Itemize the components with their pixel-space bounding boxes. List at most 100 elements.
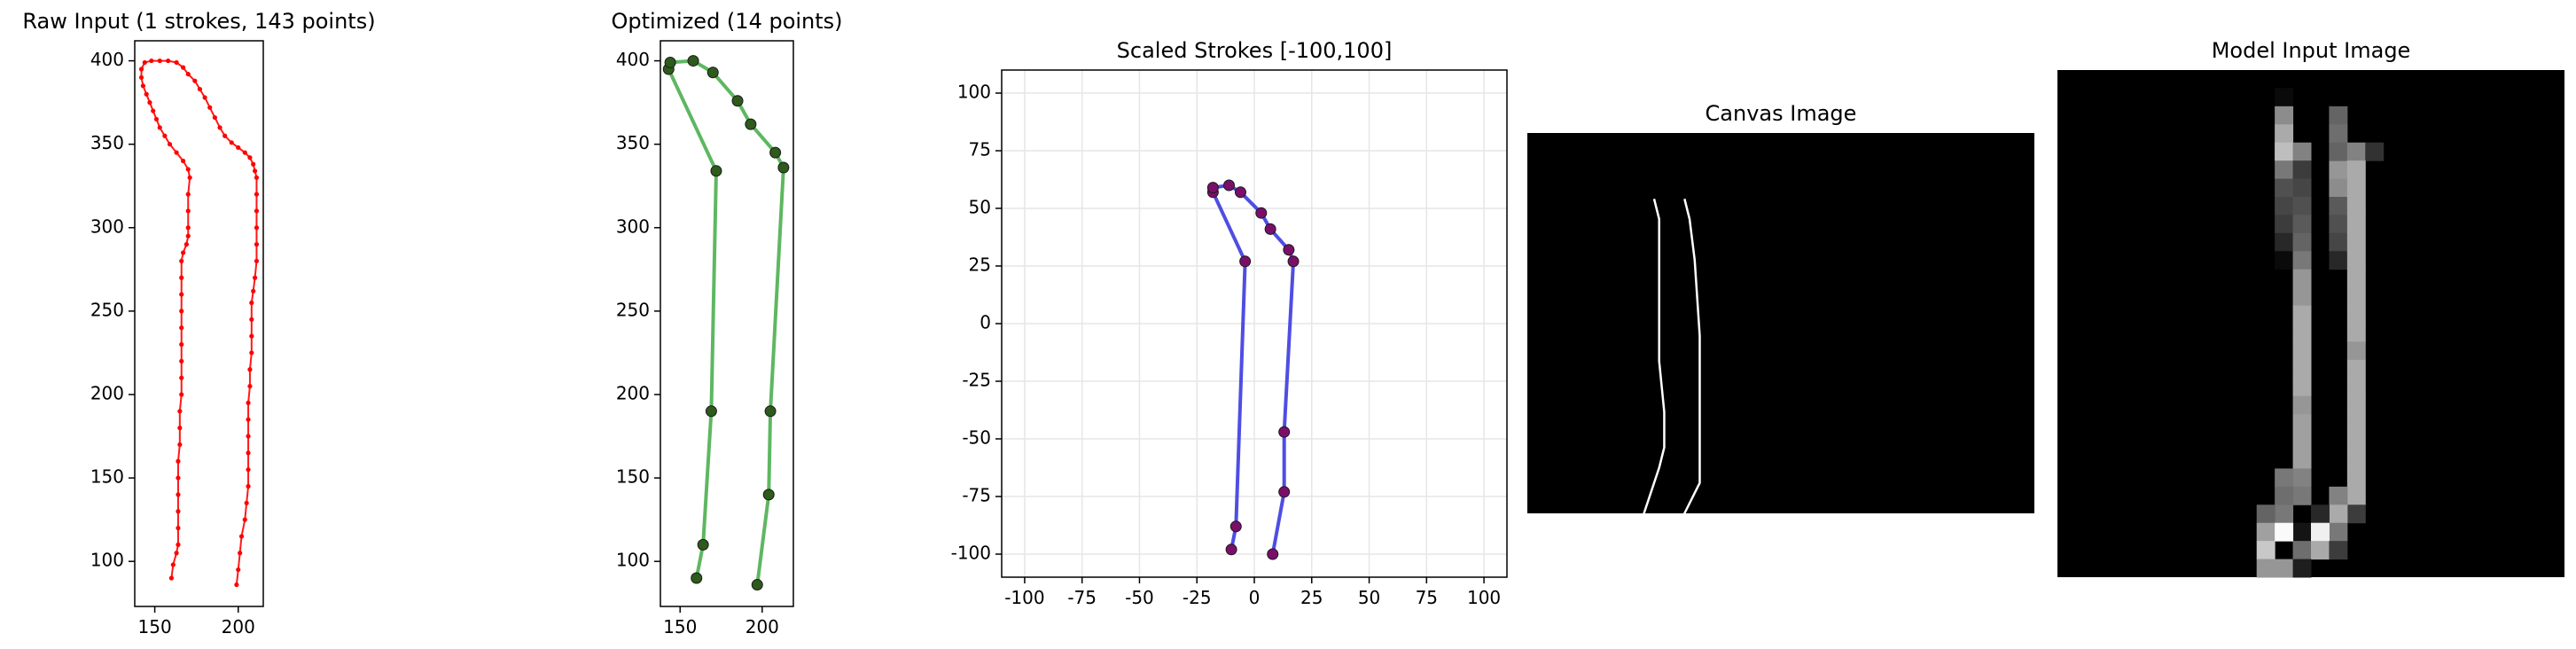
pixel-cell [2365, 142, 2385, 161]
data-point [222, 133, 228, 138]
pixel-cell [2275, 178, 2294, 198]
pixel-cell [2256, 559, 2275, 578]
pixel-cell [2346, 251, 2366, 270]
data-point [176, 458, 181, 464]
axes-frame [1001, 69, 1508, 578]
data-point [176, 492, 181, 497]
pixel-cell [2292, 160, 2312, 180]
data-point [745, 118, 757, 130]
y-tick-label: 100 [957, 82, 991, 103]
data-point [1234, 186, 1246, 199]
pixel-cell [2292, 305, 2312, 324]
data-point [249, 350, 254, 356]
pixel-cell [2346, 197, 2366, 215]
pixel-cell [2346, 432, 2366, 451]
data-point [254, 242, 260, 247]
axes-frame [660, 40, 794, 607]
pixel-cell [2346, 468, 2366, 488]
pixel-cell [2292, 432, 2312, 451]
pixel-cell [2292, 522, 2312, 542]
data-point [177, 426, 183, 431]
data-point [179, 292, 184, 297]
data-point [185, 208, 191, 214]
data-point [168, 575, 175, 581]
series-line [140, 59, 258, 585]
y-tick-label: 250 [616, 299, 650, 320]
data-point [246, 417, 251, 422]
data-point [149, 58, 154, 64]
data-point [254, 192, 260, 197]
data-point [197, 86, 203, 92]
pixel-cell [2311, 522, 2330, 542]
data-point [246, 434, 251, 439]
pixel-cell [2275, 251, 2294, 270]
data-point [249, 333, 254, 339]
data-point [697, 538, 709, 551]
canvas-stroke [1637, 199, 1701, 545]
optimized-panel: Optimized (14 points) 150 200 100 150 200 250 3… [611, 9, 842, 637]
data-point [176, 525, 181, 531]
chart-title: Scaled Strokes [-100,100] [1117, 38, 1393, 63]
data-point [1267, 548, 1279, 560]
data-point [706, 66, 719, 79]
data-point [185, 72, 191, 77]
image-background [1527, 133, 2034, 513]
x-tick-label: 150 [138, 616, 172, 637]
data-point [174, 59, 179, 66]
data-point [664, 56, 676, 68]
data-point [252, 275, 258, 280]
pixel-cell [2346, 215, 2366, 234]
pixel-cell [2329, 251, 2348, 270]
data-point [185, 167, 191, 172]
data-point [176, 509, 181, 514]
data-point [254, 208, 260, 214]
pixel-cell [2311, 504, 2330, 524]
pixel-cell [2292, 378, 2312, 397]
pixel-cell [2292, 414, 2312, 434]
data-point [176, 542, 181, 547]
data-point [247, 383, 253, 389]
y-tick-label: 100 [90, 550, 124, 571]
data-point [246, 483, 251, 489]
pixel-cell [2329, 232, 2348, 252]
data-point [179, 325, 184, 331]
data-point [1278, 486, 1291, 498]
data-point [217, 125, 222, 130]
data-point [183, 242, 189, 247]
data-point [1223, 179, 1235, 192]
pixel-cell [2292, 486, 2312, 505]
pixel-cell [2329, 178, 2348, 198]
y-tick-label: 75 [969, 139, 991, 160]
y-tick-label: 100 [616, 550, 650, 571]
x-tick-label: 100 [1467, 587, 1501, 608]
pixel-cell [2292, 197, 2312, 215]
x-tick-label: 25 [1300, 587, 1323, 608]
data-point [246, 450, 251, 456]
x-tick-label: 200 [222, 616, 255, 637]
pixel-cell [2292, 178, 2312, 198]
chart-title: Model Input Image [2212, 38, 2411, 63]
x-tick-label: 75 [1416, 587, 1438, 608]
data-point [249, 317, 254, 322]
data-point [177, 409, 183, 414]
data-point [1206, 182, 1219, 194]
data-point [238, 534, 245, 539]
y-tick-label: 150 [90, 466, 124, 488]
data-point [162, 133, 168, 138]
pixel-cell [2275, 232, 2294, 252]
model-input-image-panel: Model Input Image [2057, 38, 2564, 578]
x-tick-label: -25 [1183, 587, 1212, 608]
data-point [251, 161, 256, 167]
pixel-cell [2275, 522, 2294, 542]
data-point [249, 300, 254, 306]
data-point [157, 125, 162, 130]
data-point [229, 140, 234, 145]
x-tick-label: 200 [745, 616, 779, 637]
pixel-cell [2346, 232, 2366, 252]
data-point [236, 567, 241, 573]
pixel-cell [2275, 468, 2294, 488]
data-point [1283, 244, 1295, 256]
y-tick-label: 350 [616, 132, 650, 153]
pixel-cell [2275, 559, 2294, 578]
y-tick-label: 50 [969, 197, 991, 218]
